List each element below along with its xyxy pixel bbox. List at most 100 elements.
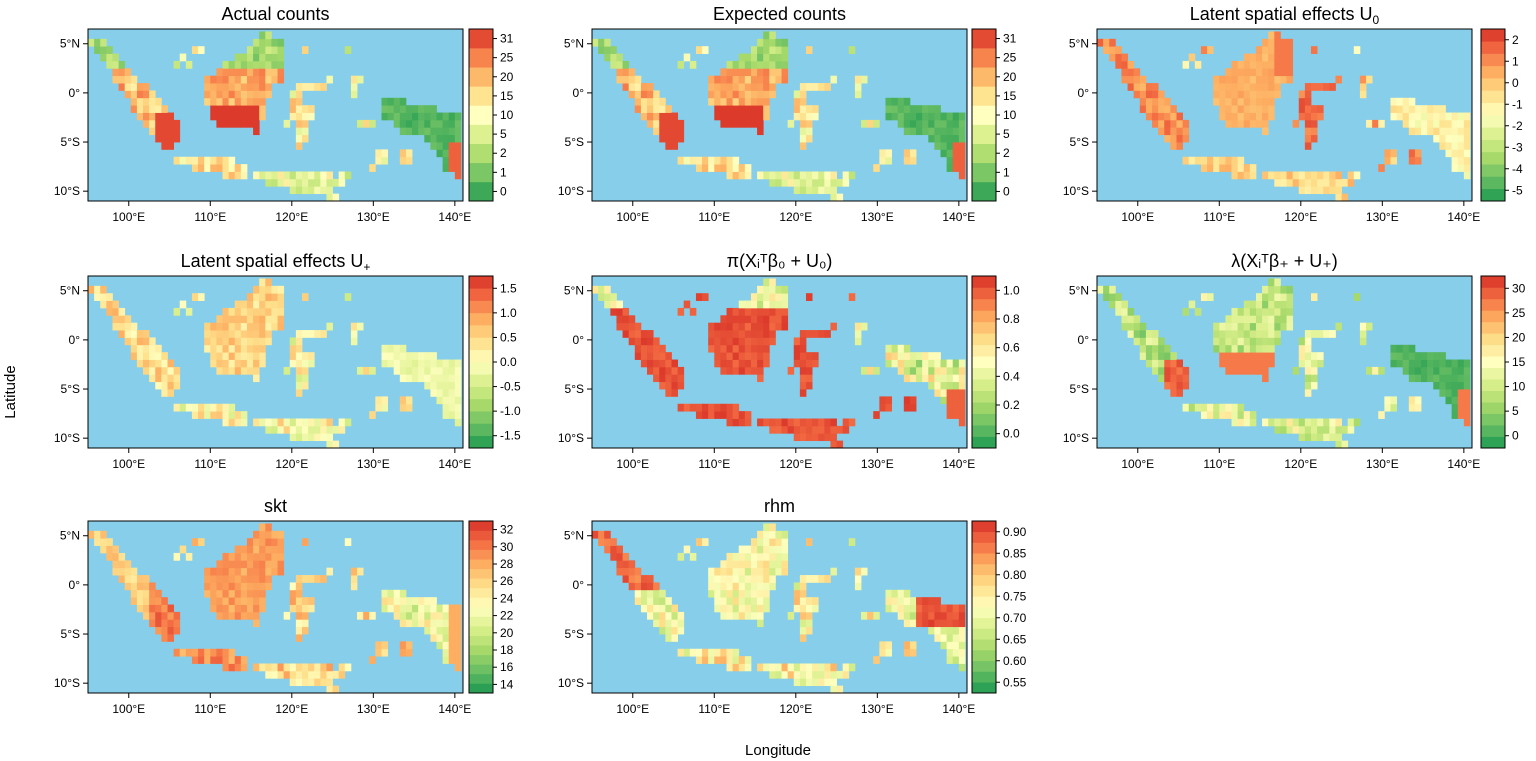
grid-cell [952,112,960,121]
grid-cell [873,366,880,375]
grid-cell [1463,127,1471,136]
grid-cell [769,545,776,554]
grid-cell [1121,307,1128,316]
legend-label: 16 [500,660,514,674]
grid-cell [130,589,138,598]
legend-colorbar: -1.5-1.0-0.50.00.51.01.5 [468,275,521,449]
grid-cell [793,97,801,106]
legend-label: 0 [1512,429,1519,443]
grid-cell [940,142,948,150]
grid-cell [155,611,162,620]
grid-cell [818,433,825,442]
grid-cell [879,396,886,405]
grid-cell [1439,352,1446,360]
grid-cell [708,582,715,591]
grid-cell [671,611,678,620]
grid-cell [805,425,813,434]
grid-cell [265,330,272,338]
grid-cell [246,293,254,301]
grid-cell [1109,38,1116,47]
legend-swatch [972,542,996,554]
grid-cell [448,634,456,642]
grid-cell [259,567,266,576]
legend-swatch [972,660,996,672]
grid-cell [1145,352,1153,360]
legend-label: 1 [1512,54,1519,68]
grid-cell [885,641,892,650]
grid-cell [118,330,126,338]
grid-cell [787,366,795,375]
grid-cell [436,626,444,635]
grid-cell [130,597,138,605]
grid-cell [112,307,119,316]
grid-cell [1280,293,1287,301]
grid-cell [714,656,721,664]
grid-cell [799,119,807,128]
grid-cell [659,359,666,368]
grid-cell [424,597,431,605]
grid-cell [946,626,954,635]
grid-cell [708,83,715,91]
grid-cell [1457,374,1465,383]
grid-cell [610,538,617,546]
grid-cell [253,575,260,583]
grid-cell [799,105,807,113]
grid-cell [222,352,230,360]
grid-cell [805,178,813,187]
grid-cell [793,670,801,679]
grid-cell [695,46,703,54]
grid-cell [271,46,278,54]
legend-frame [971,275,997,449]
grid-cell [393,597,401,605]
grid-cell [295,330,303,338]
grid-cell [818,178,825,187]
grid-cell [381,403,388,412]
grid-cell [628,322,636,331]
grid-cell [173,60,181,69]
grid-cell [1243,352,1251,360]
grid-cell [1237,112,1245,121]
grid-cell [216,352,223,360]
grid-cell [1200,164,1208,172]
grid-cell [775,538,782,546]
grid-cell [604,293,611,301]
grid-cell [1255,366,1263,375]
grid-cell [301,127,309,136]
grid-cell [610,307,617,316]
grid-cell [1231,418,1239,427]
grid-cell [750,46,758,54]
grid-cell [149,119,156,128]
grid-cell [204,582,211,591]
grid-cell [640,359,648,368]
legend-label: 0.5 [500,330,517,344]
grid-cell [1145,359,1153,368]
grid-cell [222,567,230,576]
grid-cell [228,611,236,620]
grid-cell [1182,134,1190,143]
grid-cell [799,425,807,434]
grid-cell [399,359,407,368]
grid-cell [763,307,770,316]
grid-cell [903,105,911,113]
grid-cell [726,359,734,368]
grid-cell [412,352,419,360]
grid-cell [677,648,685,657]
grid-cell [903,604,911,613]
grid-cell [787,611,795,620]
grid-cell [442,389,450,397]
grid-cell [454,171,462,180]
grid-cell [1164,366,1171,375]
grid-cell [1323,186,1330,195]
grid-cell [885,589,892,598]
grid-cell [769,278,776,287]
grid-cell [277,293,285,301]
grid-cell [744,119,752,128]
grid-cell [418,611,425,620]
grid-cell [118,560,126,569]
grid-cell [350,337,358,346]
grid-cell [1286,68,1294,77]
grid-cell [909,648,917,657]
grid-cell [628,68,636,77]
lon-tick-label: 100°E [616,702,649,716]
